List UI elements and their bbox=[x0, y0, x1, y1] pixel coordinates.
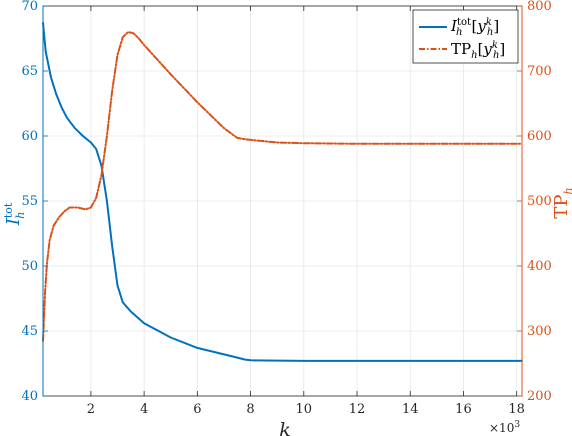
right-tick-label: 600 bbox=[527, 129, 552, 144]
svg-text:TPh: TPh bbox=[551, 187, 572, 218]
left-tick-label: 50 bbox=[21, 259, 38, 274]
x-tick-label: 4 bbox=[140, 402, 148, 417]
left-tick-label: 45 bbox=[21, 324, 38, 339]
right-tick-label: 400 bbox=[527, 259, 552, 274]
legend: Itot h [yk h] TPh[yk h] bbox=[412, 9, 519, 64]
x-tick-label: 18 bbox=[508, 402, 525, 417]
series-layer bbox=[42, 21, 523, 362]
series-itot-line bbox=[42, 21, 523, 362]
right-tick-label: 500 bbox=[527, 194, 552, 209]
left-axis-label: Itoth bbox=[2, 202, 27, 226]
x-axis: 2 4 6 8 10 12 14 16 18 bbox=[87, 6, 525, 417]
left-tick-label: 65 bbox=[21, 64, 38, 79]
left-tick-label: 55 bbox=[21, 194, 38, 209]
x-axis-label: k bbox=[279, 419, 291, 436]
x-exponent-base: ×10 bbox=[489, 421, 514, 435]
right-tick-label: 700 bbox=[527, 64, 552, 79]
series-tp-line bbox=[42, 31, 523, 342]
legend-entry-itot: Itot h [yk h] bbox=[450, 17, 499, 38]
svg-text:×103: ×103 bbox=[489, 420, 520, 435]
right-tick-label: 300 bbox=[527, 324, 552, 339]
left-tick-label: 40 bbox=[21, 389, 38, 404]
left-tick-label: 60 bbox=[21, 129, 38, 144]
x-tick-label: 6 bbox=[193, 402, 201, 417]
legend-entry-tp: TPh[yk h] bbox=[451, 40, 505, 61]
right-axis: 200 300 400 500 600 700 800 bbox=[517, 0, 552, 404]
grid-lines bbox=[43, 5, 522, 397]
x-tick-label: 10 bbox=[296, 402, 313, 417]
left-axis: 40 45 50 55 60 65 70 bbox=[21, 0, 48, 404]
right-tick-label: 200 bbox=[527, 389, 552, 404]
legend-box bbox=[412, 9, 519, 64]
x-tick-label: 16 bbox=[455, 402, 472, 417]
x-tick-label: 2 bbox=[87, 402, 95, 417]
svg-text:Itoth: Itoth bbox=[2, 202, 27, 226]
x-tick-label: 8 bbox=[246, 402, 254, 417]
x-tick-label: 12 bbox=[349, 402, 366, 417]
right-axis-label: TPh bbox=[551, 187, 572, 218]
right-tick-label: 800 bbox=[527, 0, 552, 14]
left-tick-label: 70 bbox=[21, 0, 38, 14]
x-exponent-power: 3 bbox=[514, 420, 520, 430]
x-tick-label: 14 bbox=[402, 402, 419, 417]
x-exponent: ×103 bbox=[489, 420, 520, 435]
